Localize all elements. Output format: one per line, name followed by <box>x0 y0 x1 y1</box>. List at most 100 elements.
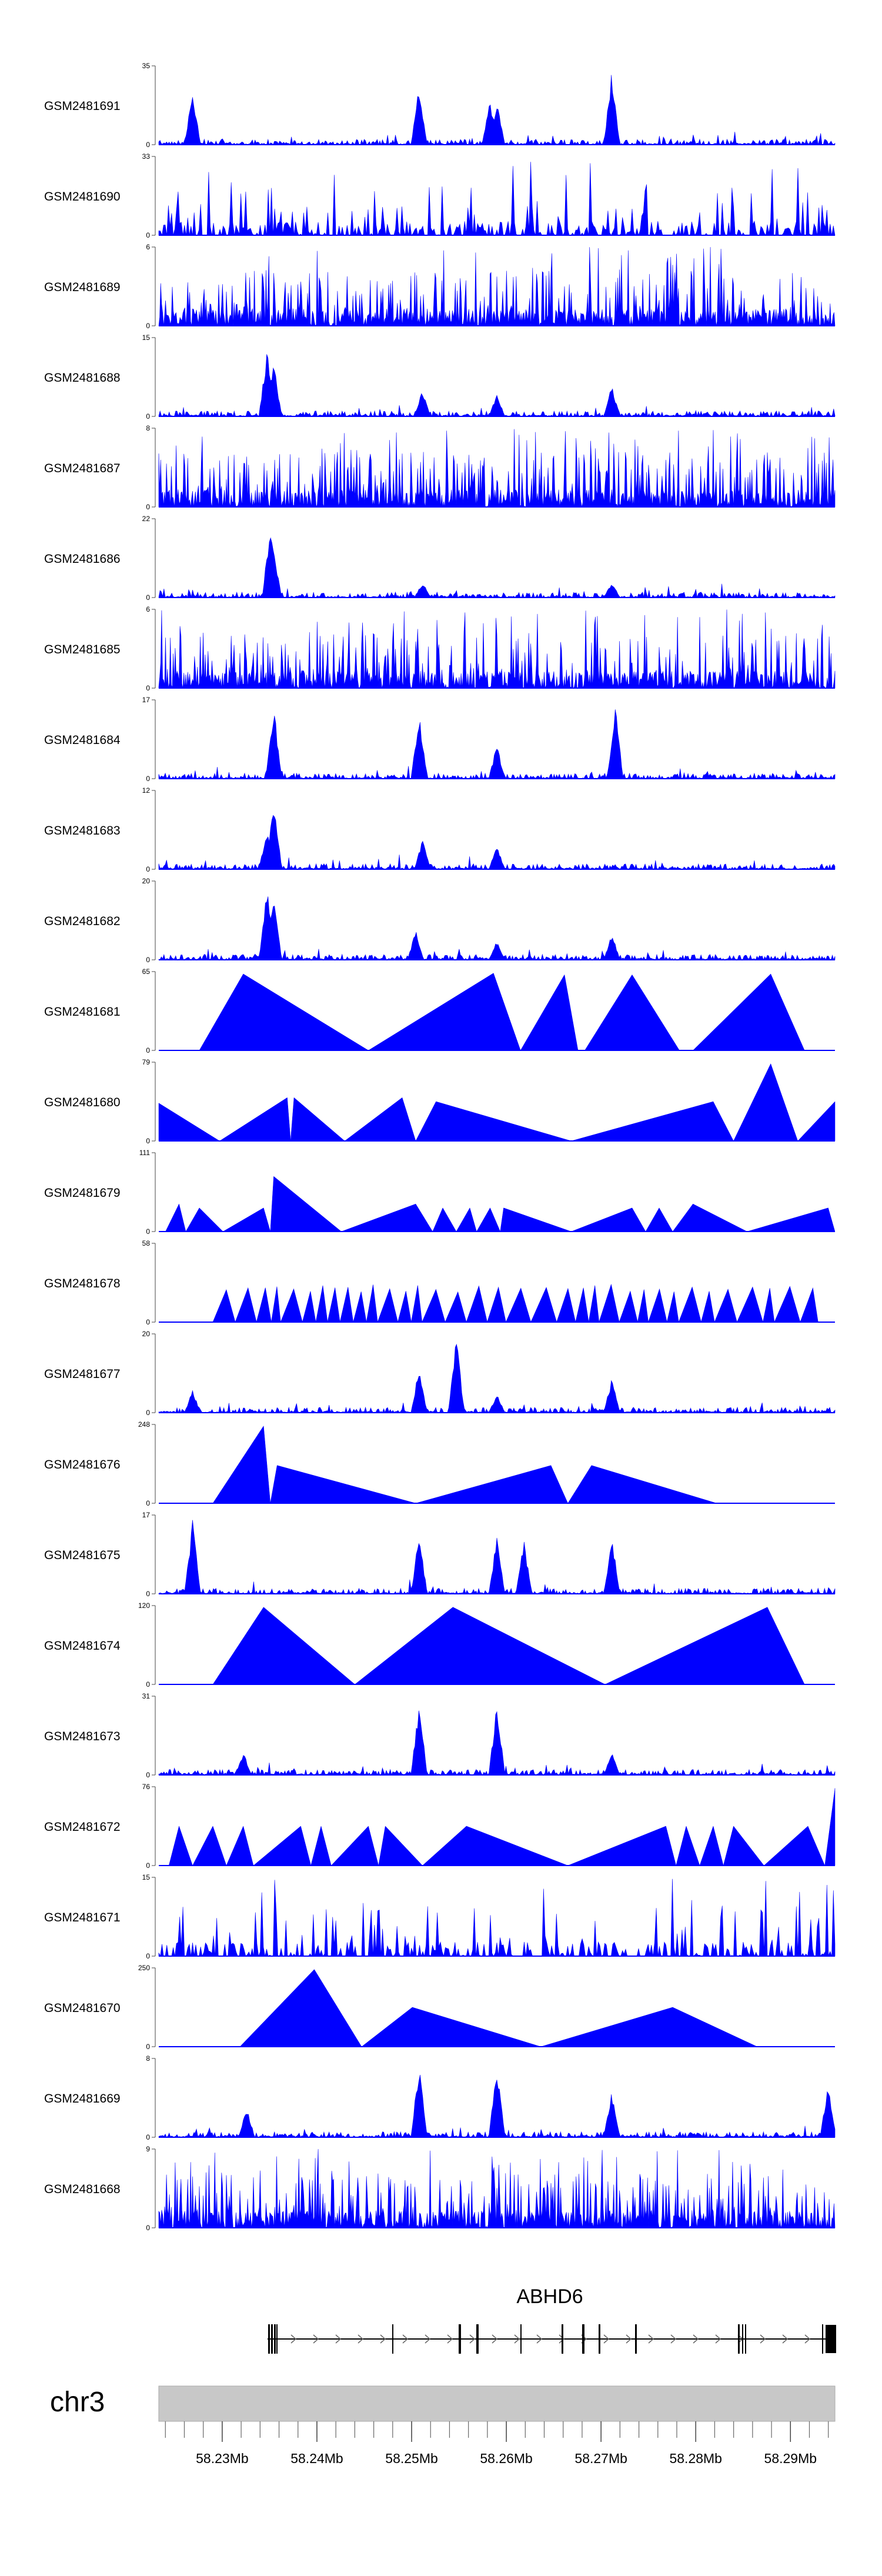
coverage-area <box>158 815 836 870</box>
coverage-segment <box>824 1788 836 1866</box>
coverage-area <box>158 429 836 508</box>
coverage-segment <box>672 1203 747 1232</box>
coverage-area <box>158 709 836 779</box>
track-label: GSM2481671 <box>44 1911 121 1924</box>
track-gsm2481668: GSM2481668 9 0 <box>44 2145 836 2232</box>
y-min-label: 0 <box>146 1680 150 1689</box>
coverage-segment <box>604 1607 805 1685</box>
track-gsm2481670: GSM2481670 250 0 <box>44 1964 835 2051</box>
coverage-segment <box>212 1607 356 1685</box>
coverage-segment <box>415 1465 569 1504</box>
coverage-area <box>158 896 836 960</box>
y-max-label: 22 <box>142 515 151 523</box>
coverage-segment <box>226 1826 254 1866</box>
strand-arrow <box>670 2334 677 2344</box>
coverage-segment <box>270 1465 416 1504</box>
coverage-segment <box>270 1176 342 1232</box>
axis-tick-label: 58.28Mb <box>669 2451 722 2466</box>
track-gsm2481682: GSM2481682 20 0 <box>44 877 836 964</box>
axis-tick-label: 58.24Mb <box>290 2451 343 2466</box>
coverage-segment <box>567 1826 677 1866</box>
track-gsm2481681: GSM2481681 65 0 <box>44 967 835 1055</box>
track-gsm2481678: GSM2481678 58 0 <box>44 1239 835 1326</box>
track-gsm2481676: GSM2481676 248 0 <box>44 1420 835 1507</box>
coverage-area <box>158 162 836 236</box>
strand-arrow <box>335 2334 342 2344</box>
coverage-segment <box>733 1063 799 1142</box>
strand-arrow <box>290 2334 297 2344</box>
gene-track: ABHD6 <box>268 2285 836 2354</box>
coverage-segment <box>676 1826 700 1866</box>
track-gsm2481685: GSM2481685 6 0 <box>44 605 836 692</box>
gene-model-abhd6 <box>268 2324 836 2354</box>
track-label: GSM2481685 <box>44 643 121 656</box>
y-min-label: 0 <box>146 865 150 873</box>
exon <box>582 2324 584 2354</box>
coverage-area <box>158 609 836 689</box>
track-gsm2481674: GSM2481674 120 0 <box>44 1601 835 1689</box>
strand-arrow <box>626 2334 632 2344</box>
y-max-label: 76 <box>142 1783 151 1791</box>
y-max-label: 6 <box>146 243 150 251</box>
track-label: GSM2481689 <box>44 281 121 294</box>
coverage-segment <box>222 1207 271 1232</box>
y-max-label: 58 <box>142 1239 151 1247</box>
track-gsm2481679: GSM2481679 111 0 <box>44 1149 836 1236</box>
track-label: GSM2481684 <box>44 733 121 747</box>
y-max-label: 17 <box>142 696 151 704</box>
y-min-label: 0 <box>146 1409 150 1417</box>
y-min-label: 0 <box>146 2224 150 2232</box>
exon <box>738 2324 740 2354</box>
coverage-segment <box>212 1425 271 1504</box>
track-label: GSM2481681 <box>44 1005 121 1019</box>
y-max-label: 120 <box>138 1601 150 1610</box>
y-min-label: 0 <box>146 2133 150 2141</box>
coverage-segment <box>168 1826 193 1866</box>
y-min-label: 0 <box>146 503 150 511</box>
strand-arrow <box>380 2334 386 2344</box>
y-min-label: 0 <box>146 593 150 602</box>
genome-axis: 58.23Mb 58.24Mb 58.25Mb 58.26Mb 58.27Mb 58.28… <box>165 2421 829 2466</box>
track-label: GSM2481673 <box>44 1730 121 1743</box>
strand-arrow <box>469 2334 476 2344</box>
y-max-label: 33 <box>142 152 151 161</box>
y-max-label: 17 <box>142 1511 151 1519</box>
y-min-label: 0 <box>146 1499 150 1507</box>
coverage-segment <box>540 2007 757 2047</box>
coverage-segment <box>368 973 521 1051</box>
y-max-label: 79 <box>142 1058 151 1066</box>
chromosome-ideogram <box>158 2385 836 2422</box>
exon <box>274 2324 276 2354</box>
axis-tick-label: 58.26Mb <box>480 2451 533 2466</box>
exon <box>268 2324 270 2354</box>
y-min-label: 0 <box>146 322 150 330</box>
track-label: GSM2481686 <box>44 552 121 566</box>
strand-arrow <box>693 2334 699 2344</box>
track-label: GSM2481678 <box>44 1277 121 1290</box>
coverage-segment <box>571 1207 646 1232</box>
coverage-segment <box>584 974 680 1051</box>
coverage-segment <box>432 1207 457 1232</box>
y-min-label: 0 <box>146 1318 150 1326</box>
coverage-area <box>158 2149 836 2229</box>
y-max-label: 12 <box>142 786 151 795</box>
axis-tick-label: 58.23Mb <box>196 2451 249 2466</box>
coverage-segment <box>341 1203 433 1232</box>
coverage-segment <box>253 1826 312 1866</box>
y-min-label: 0 <box>146 1046 150 1055</box>
y-min-label: 0 <box>146 141 150 149</box>
exon <box>520 2324 522 2354</box>
strand-arrow <box>559 2334 565 2344</box>
coverage-segment <box>199 973 369 1051</box>
coverage-segment <box>165 1203 186 1232</box>
y-min-label: 0 <box>146 2043 150 2051</box>
track-label: GSM2481683 <box>44 824 121 837</box>
y-min-label: 0 <box>146 956 150 964</box>
strand-arrow <box>648 2334 654 2344</box>
axis-tick-label: 58.29Mb <box>764 2451 817 2466</box>
coverage-area <box>158 354 836 417</box>
exon <box>826 2325 836 2353</box>
coverage-area <box>158 247 836 327</box>
track-gsm2481684: GSM2481684 17 0 <box>44 696 836 783</box>
